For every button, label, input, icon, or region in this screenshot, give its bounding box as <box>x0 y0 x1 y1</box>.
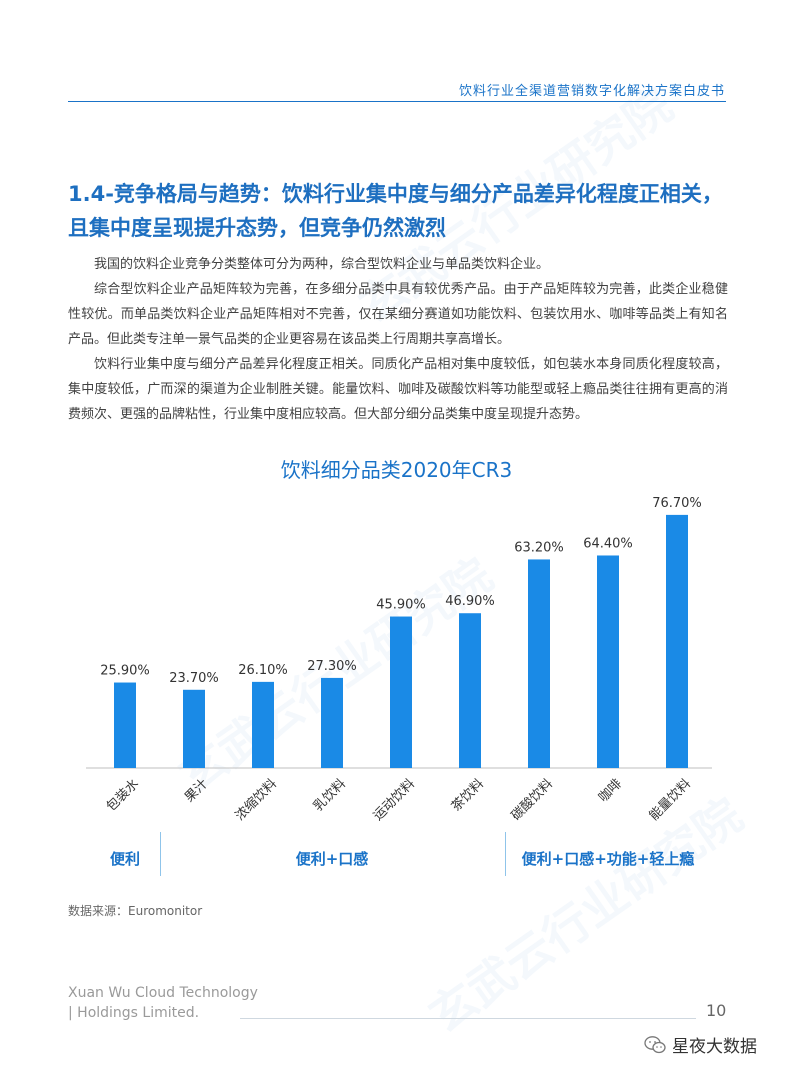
page-number: 10 <box>706 1001 727 1020</box>
company-name-line: Xuan Wu Cloud Technology <box>68 985 258 1001</box>
bar-chart: 25.90% 包装水 23.70% 果汁 26.10% 浓缩饮料 27.30% 乳饮料 45.9… <box>86 496 712 824</box>
x-tick-label: 果汁 <box>182 776 211 805</box>
wechat-account: 星夜大数据 <box>644 1032 757 1057</box>
data-label: 25.90% <box>100 664 150 679</box>
data-source: 数据来源：Euromonitor <box>68 904 203 918</box>
section-heading: 1.4-竞争格局与趋势：饮料行业集中度与细分产品差异化程度正相关，且集中度呈现提… <box>68 182 723 240</box>
wechat-icon <box>644 1035 666 1053</box>
bar <box>666 514 688 768</box>
category-group-label: 便利+口感 <box>295 850 369 868</box>
paragraph: 我国的饮料企业竞争分类整体可分为两种，综合型饮料企业与单品类饮料企业。 <box>94 257 550 272</box>
category-group-label: 便利+口感+功能+轻上瘾 <box>521 850 695 868</box>
bar <box>459 613 481 768</box>
header-divider <box>68 101 726 102</box>
footer-divider <box>240 1018 696 1019</box>
x-tick-label: 能量饮料 <box>647 776 694 823</box>
x-tick-label: 运动饮料 <box>371 776 418 823</box>
bar <box>390 616 412 768</box>
x-tick-label: 碳酸饮料 <box>509 776 556 823</box>
data-label: 27.30% <box>307 659 357 674</box>
category-group-label: 便利 <box>109 850 140 868</box>
data-label: 23.70% <box>169 671 219 686</box>
bar <box>528 559 550 768</box>
chart-title: 饮料细分品类2020年CR3 <box>280 458 513 482</box>
company-name-line: | Holdings Limited. <box>68 1005 200 1021</box>
x-tick-label: 茶饮料 <box>448 776 487 815</box>
x-tick-label: 咖啡 <box>596 776 625 805</box>
x-tick-label: 乳饮料 <box>311 776 349 814</box>
paragraph: 饮料行业集中度与细分产品差异化程度正相关。同质化产品相对集中度较低，如包装水本身… <box>68 357 728 422</box>
bar <box>321 677 343 768</box>
x-tick-label: 包装水 <box>104 776 142 814</box>
x-tick-label: 浓缩饮料 <box>232 776 280 824</box>
data-label: 46.90% <box>445 594 495 609</box>
data-label: 64.40% <box>583 536 633 551</box>
paragraph: 综合型饮料企业产品矩阵较为完善，在多细分品类中具有较优秀产品。由于产品矩阵较为完… <box>68 282 728 347</box>
group-separator <box>504 832 506 876</box>
data-label: 76.70% <box>652 496 702 511</box>
bar <box>183 689 205 768</box>
group-separator <box>159 832 161 876</box>
data-label: 45.90% <box>376 598 426 613</box>
document-title: 饮料行业全渠道营销数字化解决方案白皮书 <box>458 84 725 99</box>
company-name: Xuan Wu Cloud Technology | Holdings Limi… <box>68 983 258 1023</box>
bar <box>252 681 274 768</box>
data-label: 63.20% <box>514 540 564 555</box>
body-text: 我国的饮料企业竞争分类整体可分为两种，综合型饮料企业与单品类饮料企业。 综合型饮… <box>68 252 728 427</box>
bar <box>114 682 136 768</box>
data-label: 26.10% <box>238 663 288 678</box>
wechat-label: 星夜大数据 <box>672 1037 757 1057</box>
bar <box>597 555 619 768</box>
